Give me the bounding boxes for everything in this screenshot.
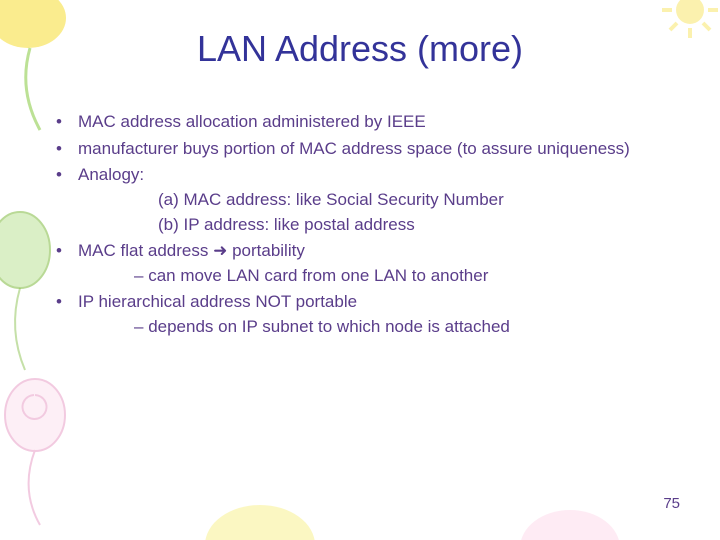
bullet-text: MAC flat address ➜ portability xyxy=(78,241,305,260)
bullet-item: Analogy: (a) MAC address: like Social Se… xyxy=(56,163,690,237)
bullet-item: IP hierarchical address NOT portable dep… xyxy=(56,290,690,339)
bullet-item: MAC flat address ➜ portability can move … xyxy=(56,239,690,288)
analogy-line-a: (a) MAC address: like Social Security Nu… xyxy=(78,188,690,213)
analogy-line-b: (b) IP address: like postal address xyxy=(78,213,690,238)
bullet-item: manufacturer buys portion of MAC address… xyxy=(56,137,690,162)
slide-body: MAC address allocation administered by I… xyxy=(0,80,720,340)
sub-bullet: depends on IP subnet to which node is at… xyxy=(106,317,510,336)
bullet-text: IP hierarchical address NOT portable xyxy=(78,292,357,311)
bullet-text: Analogy: xyxy=(78,165,144,184)
sub-bullet: can move LAN card from one LAN to anothe… xyxy=(106,266,488,285)
bullet-text: MAC address allocation administered by I… xyxy=(78,112,426,131)
bullet-text: manufacturer buys portion of MAC address… xyxy=(78,139,630,158)
page-number: 75 xyxy=(663,495,680,512)
bullet-item: MAC address allocation administered by I… xyxy=(56,110,690,135)
slide-title: LAN Address (more) xyxy=(0,0,720,80)
